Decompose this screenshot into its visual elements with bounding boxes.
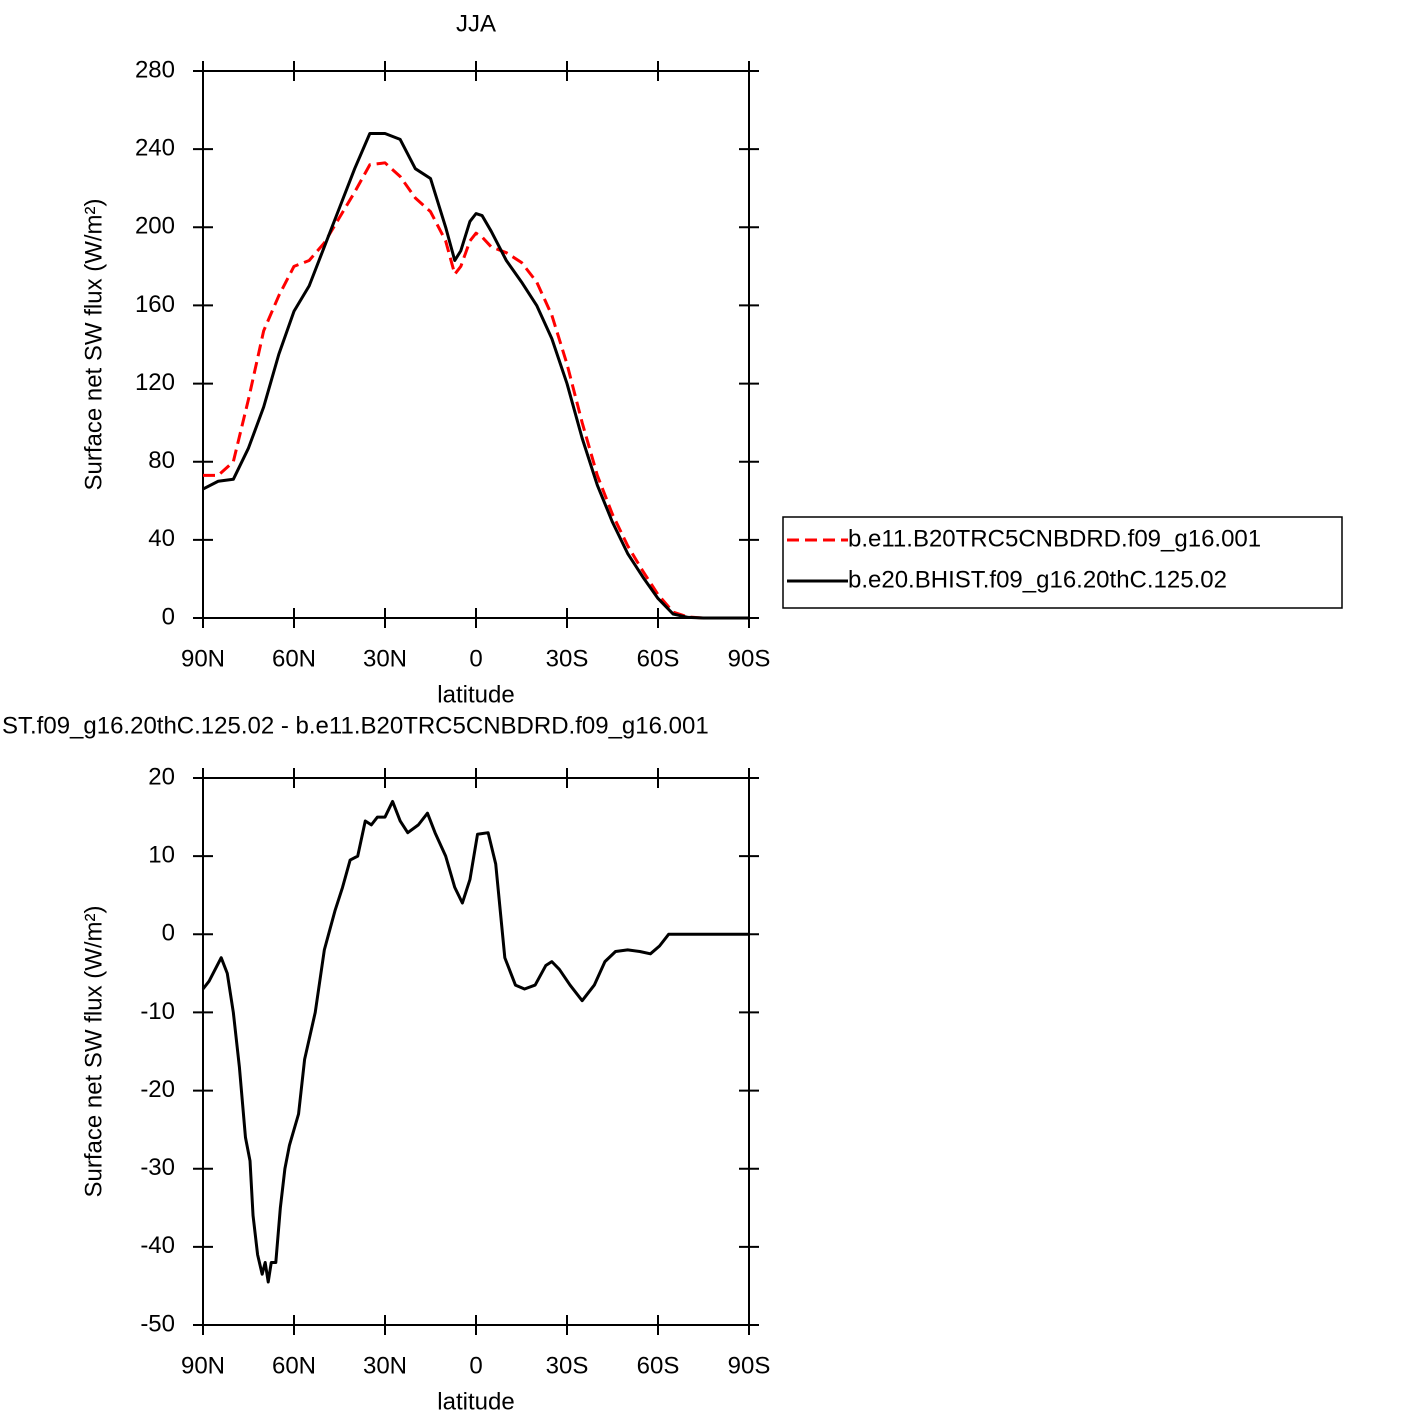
y-tick-label: 0: [162, 603, 175, 630]
y-tick-label: -30: [140, 1154, 175, 1181]
y-tick-label: -20: [140, 1076, 175, 1103]
x-tick-label: 30N: [363, 1352, 407, 1379]
plot-frame: [202, 777, 750, 1326]
y-tick-label: 120: [135, 369, 175, 396]
y-tick-label: 40: [148, 525, 175, 552]
y-tick-label: -40: [140, 1232, 175, 1259]
data-line: [201, 799, 749, 1284]
y-tick-label: 20: [148, 763, 175, 790]
x-tick-label: 90S: [728, 1352, 771, 1379]
legend-box: [782, 516, 1343, 609]
legend-label: b.e20.BHIST.f09_g16.20thC.125.02: [848, 566, 1227, 593]
x-tick-label: 30N: [363, 645, 407, 672]
x-tick-label: 90S: [728, 645, 771, 672]
x-tick-label: 60S: [637, 645, 680, 672]
x-tick-label: 30S: [546, 1352, 589, 1379]
x-tick-label: 60S: [637, 1352, 680, 1379]
y-tick-label: 200: [135, 213, 175, 240]
y-tick-label: 80: [148, 447, 175, 474]
x-tick-label: 0: [469, 1352, 482, 1379]
y-axis-label: Surface net SW flux (W/m²): [80, 198, 107, 490]
x-tick-label: 0: [469, 645, 482, 672]
y-tick-label: 160: [135, 291, 175, 318]
x-tick-label: 60N: [272, 1352, 316, 1379]
x-tick-label: 90N: [181, 645, 225, 672]
x-axis-label: latitude: [437, 681, 514, 708]
chart-title: ST.f09_g16.20thC.125.02 - b.e11.B20TRC5C…: [2, 712, 709, 739]
y-tick-label: 10: [148, 841, 175, 868]
y-axis-label: Surface net SW flux (W/m²): [80, 905, 107, 1197]
data-line: [203, 161, 749, 620]
y-tick-label: -50: [140, 1310, 175, 1337]
y-tick-label: 0: [162, 920, 175, 947]
y-tick-label: -10: [140, 998, 175, 1025]
y-tick-label: 280: [135, 56, 175, 83]
x-axis-label: latitude: [437, 1388, 514, 1415]
y-tick-label: 240: [135, 134, 175, 161]
chart-title: JJA: [456, 10, 496, 37]
plot-frame: [202, 70, 750, 619]
x-tick-label: 30S: [546, 645, 589, 672]
data-line: [202, 132, 749, 620]
x-tick-label: 90N: [181, 1352, 225, 1379]
x-tick-label: 60N: [272, 645, 316, 672]
legend-label: b.e11.B20TRC5CNBDRD.f09_g16.001: [848, 525, 1261, 552]
